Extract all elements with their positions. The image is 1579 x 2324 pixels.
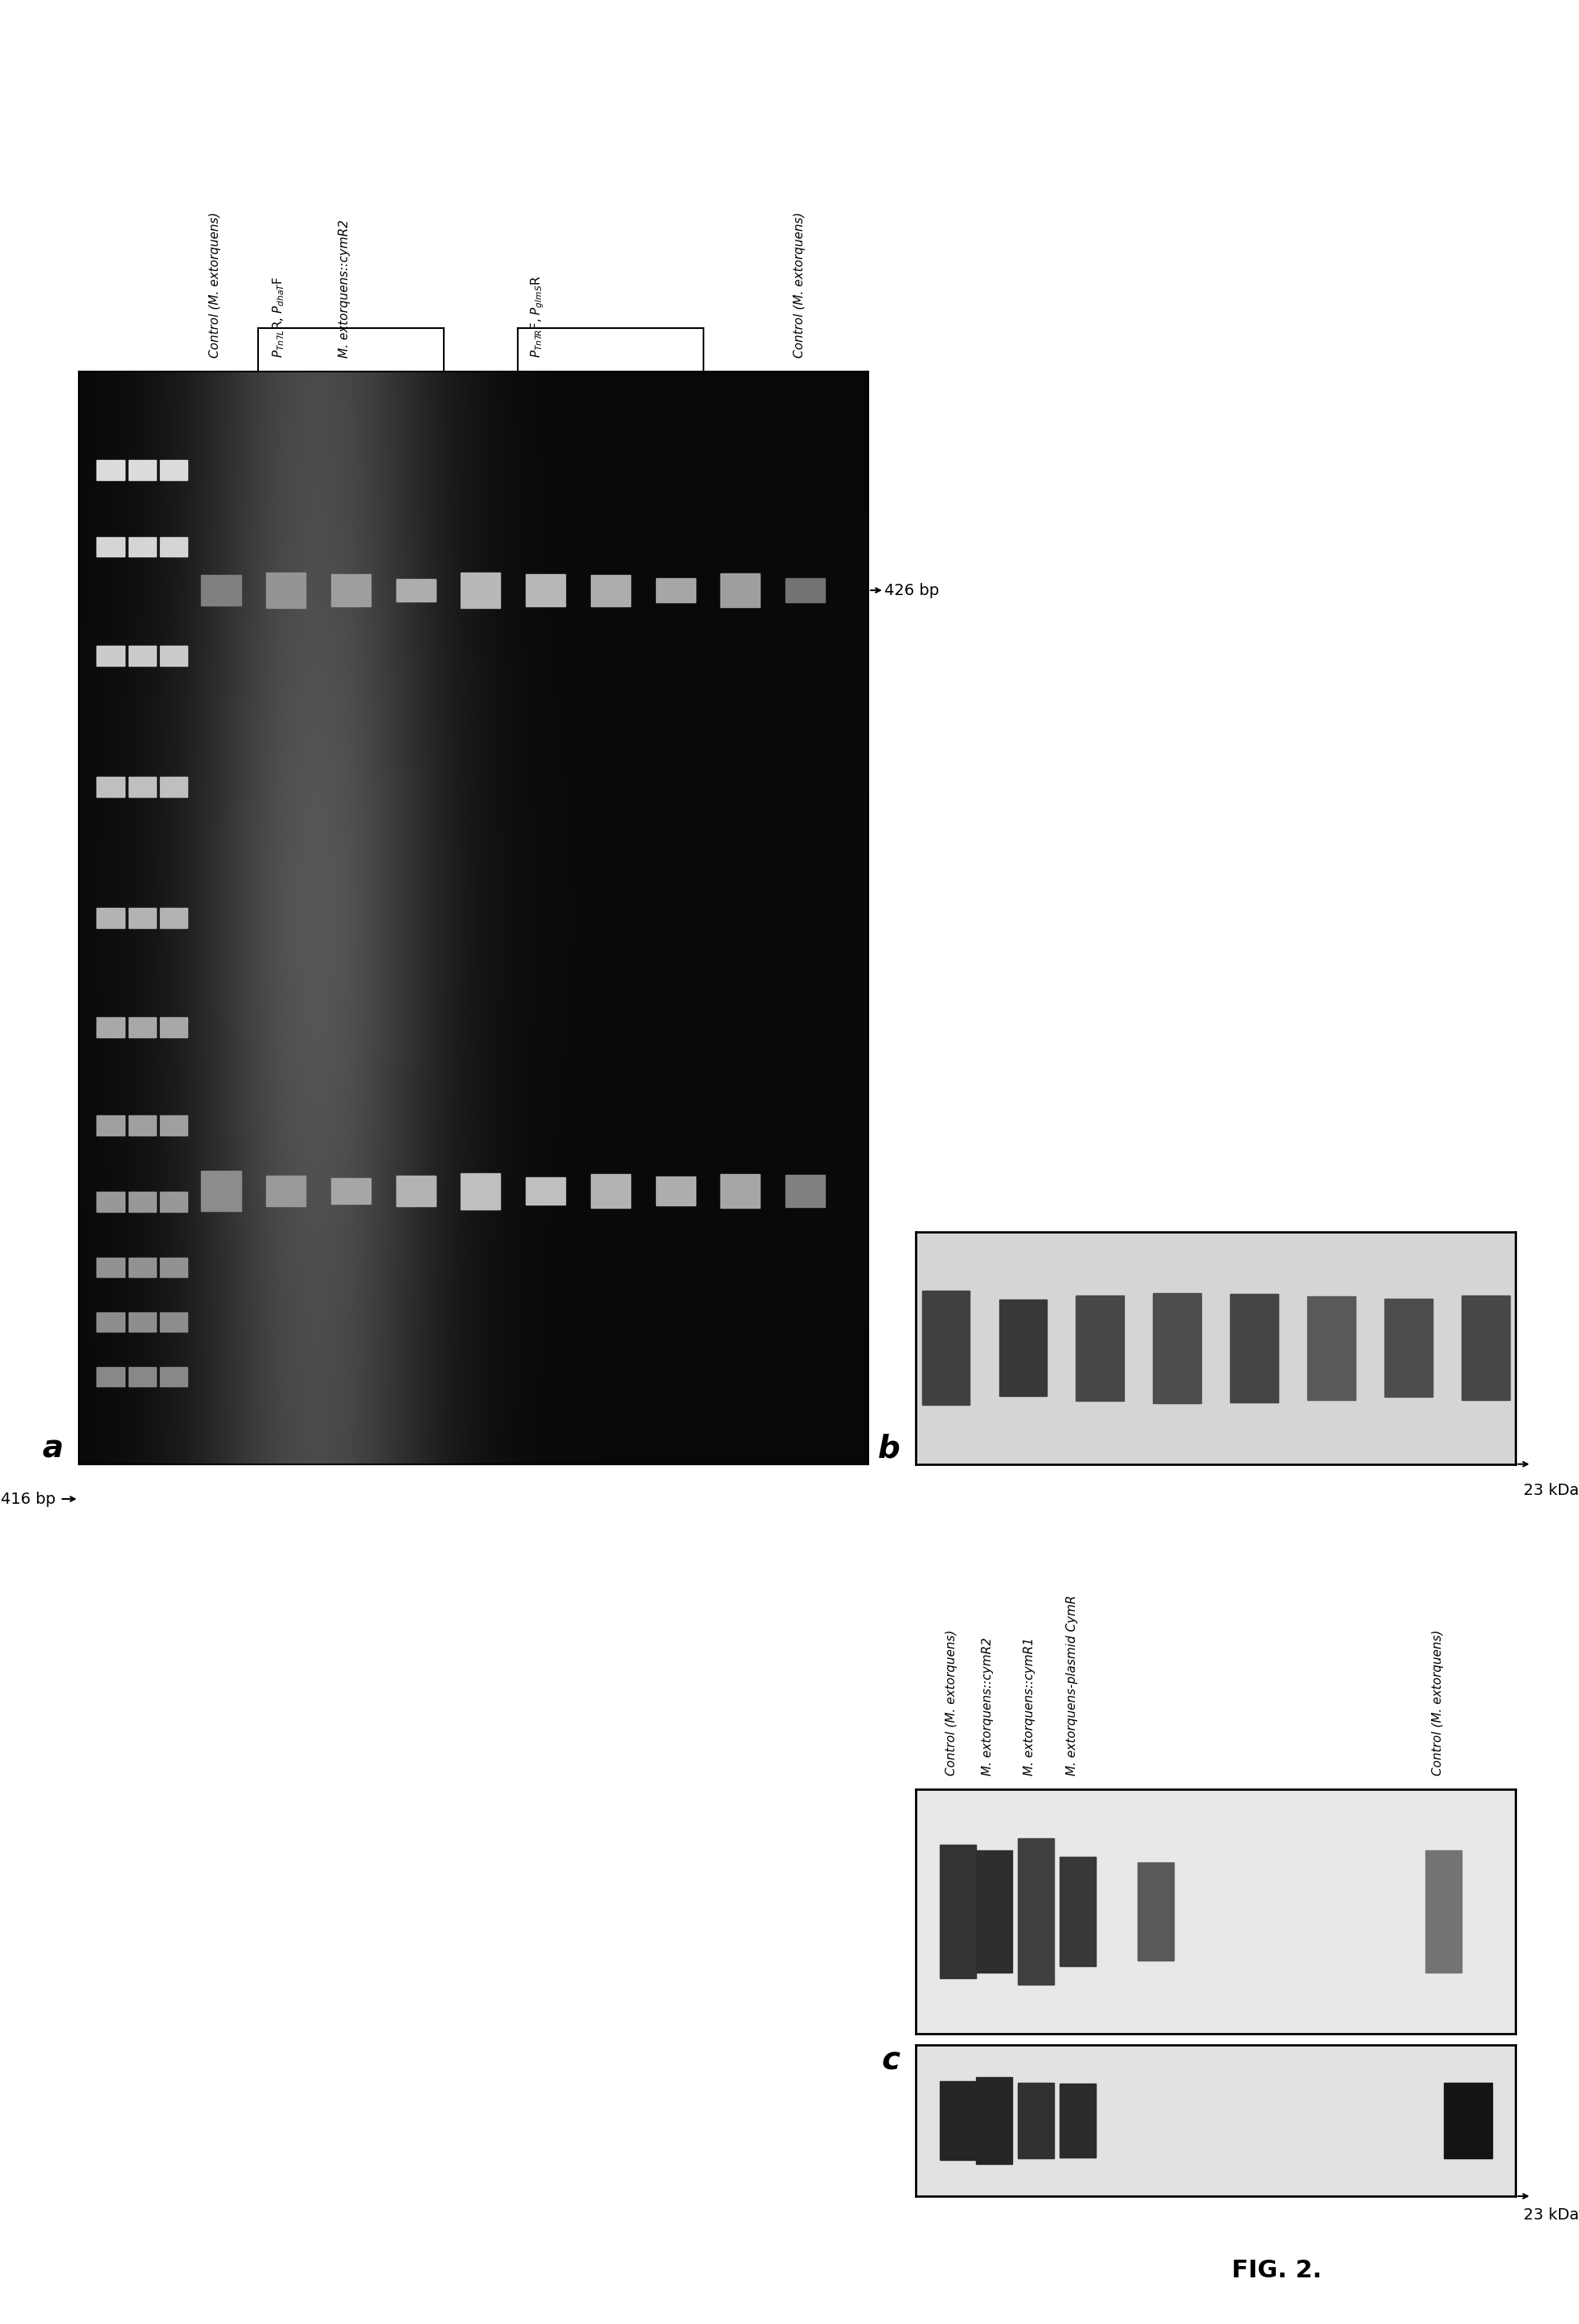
Text: Control (M. extorquens): Control (M. extorquens) [793,211,805,358]
FancyBboxPatch shape [396,579,436,602]
FancyBboxPatch shape [128,1018,156,1037]
FancyBboxPatch shape [96,537,125,555]
FancyBboxPatch shape [940,1845,976,1978]
FancyBboxPatch shape [1018,2082,1053,2159]
FancyBboxPatch shape [128,776,156,797]
FancyBboxPatch shape [1138,1864,1173,1961]
Text: Control (M. extorquens): Control (M. extorquens) [208,211,221,358]
Text: $P_{Tn7L}$R, $P_{dhaT}$F: $P_{Tn7L}$R, $P_{dhaT}$F [272,277,286,358]
Text: b: b [878,1434,900,1464]
FancyBboxPatch shape [128,1367,156,1387]
FancyBboxPatch shape [1153,1292,1202,1404]
FancyBboxPatch shape [159,1367,188,1387]
FancyBboxPatch shape [96,1018,125,1037]
FancyBboxPatch shape [461,1174,501,1208]
FancyBboxPatch shape [128,1257,156,1278]
FancyBboxPatch shape [96,1116,125,1136]
FancyBboxPatch shape [332,1178,371,1204]
FancyBboxPatch shape [128,537,156,555]
Text: Control (M. extorquens): Control (M. extorquens) [1432,1629,1443,1776]
Text: FIG. 2.: FIG. 2. [1232,2259,1322,2282]
FancyBboxPatch shape [940,2082,976,2159]
FancyBboxPatch shape [591,1174,630,1208]
FancyBboxPatch shape [159,537,188,555]
FancyBboxPatch shape [591,574,630,607]
FancyBboxPatch shape [1443,2082,1492,2159]
FancyBboxPatch shape [785,579,824,602]
FancyBboxPatch shape [1385,1299,1432,1397]
FancyBboxPatch shape [267,572,306,609]
FancyBboxPatch shape [1018,1838,1053,1985]
FancyBboxPatch shape [159,1313,188,1332]
FancyBboxPatch shape [96,1257,125,1278]
FancyBboxPatch shape [1060,2085,1096,2157]
FancyBboxPatch shape [159,460,188,481]
FancyBboxPatch shape [526,574,565,607]
FancyBboxPatch shape [976,1850,1012,1973]
Text: M. extorquens-plasmid CymR: M. extorquens-plasmid CymR [1066,1594,1078,1776]
FancyBboxPatch shape [96,776,125,797]
FancyBboxPatch shape [159,1018,188,1037]
FancyBboxPatch shape [1230,1294,1279,1401]
FancyBboxPatch shape [202,1171,240,1211]
FancyBboxPatch shape [128,909,156,927]
FancyBboxPatch shape [159,1192,188,1211]
FancyBboxPatch shape [202,574,240,607]
Text: 426 bp: 426 bp [884,583,940,597]
FancyBboxPatch shape [96,460,125,481]
FancyBboxPatch shape [128,1313,156,1332]
Text: M. extorquens::cymR2: M. extorquens::cymR2 [339,218,351,358]
Text: 23 kDa: 23 kDa [1524,2208,1579,2224]
FancyBboxPatch shape [976,2078,1012,2164]
FancyBboxPatch shape [159,909,188,927]
Text: M. extorquens::cymR1: M. extorquens::cymR1 [1023,1636,1036,1776]
FancyBboxPatch shape [1077,1294,1124,1401]
FancyBboxPatch shape [1307,1297,1355,1399]
FancyBboxPatch shape [785,1176,824,1206]
FancyBboxPatch shape [128,1192,156,1211]
FancyBboxPatch shape [461,572,501,609]
Text: 23 kDa: 23 kDa [1524,1483,1579,1499]
FancyBboxPatch shape [1426,1850,1462,1973]
FancyBboxPatch shape [159,776,188,797]
FancyBboxPatch shape [720,1174,759,1208]
FancyBboxPatch shape [655,579,695,602]
FancyBboxPatch shape [1060,1857,1096,1966]
Text: Control (M. extorquens): Control (M. extorquens) [946,1629,958,1776]
FancyBboxPatch shape [526,1178,565,1204]
Text: a: a [43,1434,63,1464]
Text: c: c [881,2045,900,2075]
FancyBboxPatch shape [267,1176,306,1206]
FancyBboxPatch shape [159,1116,188,1136]
FancyBboxPatch shape [1000,1299,1047,1397]
Text: 416 bp: 416 bp [0,1492,55,1506]
Text: $P_{Tn7R}$F, $P_{glmS}$R: $P_{Tn7R}$F, $P_{glmS}$R [529,277,546,358]
FancyBboxPatch shape [159,646,188,665]
FancyBboxPatch shape [655,1176,695,1206]
FancyBboxPatch shape [96,1313,125,1332]
FancyBboxPatch shape [396,1176,436,1206]
FancyBboxPatch shape [128,1116,156,1136]
FancyBboxPatch shape [96,1192,125,1211]
FancyBboxPatch shape [922,1290,970,1406]
FancyBboxPatch shape [96,1367,125,1387]
FancyBboxPatch shape [96,646,125,665]
FancyBboxPatch shape [159,1257,188,1278]
FancyBboxPatch shape [96,909,125,927]
FancyBboxPatch shape [332,574,371,607]
Text: M. extorquens::cymR2: M. extorquens::cymR2 [982,1636,993,1776]
FancyBboxPatch shape [1462,1297,1510,1399]
FancyBboxPatch shape [128,460,156,481]
FancyBboxPatch shape [720,574,759,607]
FancyBboxPatch shape [128,646,156,665]
